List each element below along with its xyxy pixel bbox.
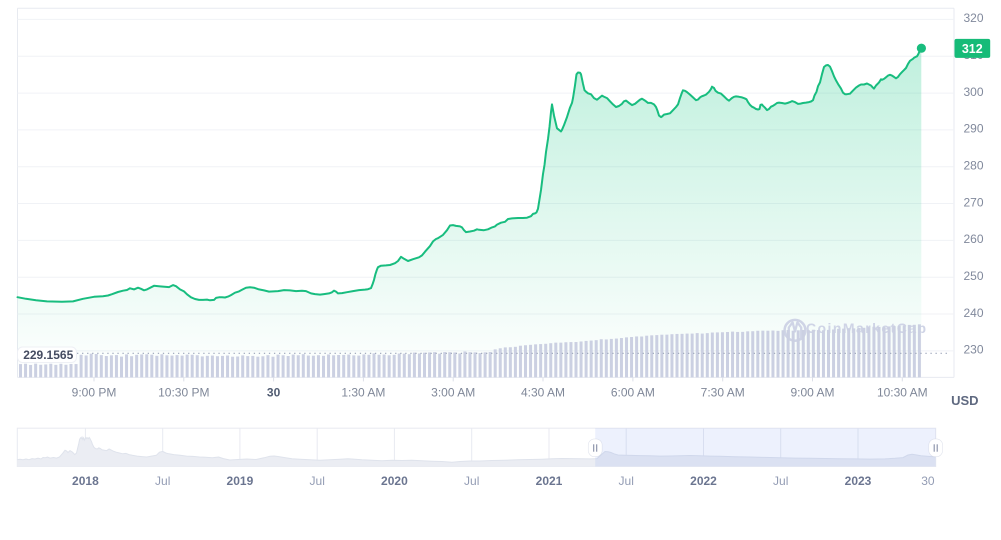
svg-text:10:30 AM: 10:30 AM (877, 386, 928, 400)
svg-text:CoinMarketCap: CoinMarketCap (806, 320, 928, 336)
svg-text:Jul: Jul (155, 474, 170, 488)
svg-text:Jul: Jul (310, 474, 325, 488)
svg-text:270: 270 (963, 195, 983, 209)
svg-text:260: 260 (963, 232, 983, 246)
svg-text:229.1565: 229.1565 (23, 348, 73, 362)
svg-text:2021: 2021 (536, 474, 563, 488)
svg-text:300: 300 (963, 85, 983, 99)
svg-text:Jul: Jul (464, 474, 479, 488)
svg-text:320: 320 (963, 11, 983, 25)
svg-text:Jul: Jul (619, 474, 634, 488)
svg-text:6:00 AM: 6:00 AM (611, 386, 655, 400)
svg-text:30: 30 (267, 386, 281, 400)
svg-text:1:30 AM: 1:30 AM (341, 386, 385, 400)
svg-text:2022: 2022 (690, 474, 717, 488)
svg-text:312: 312 (962, 42, 983, 56)
svg-text:2019: 2019 (227, 474, 254, 488)
svg-text:290: 290 (963, 122, 983, 136)
svg-text:10:30 PM: 10:30 PM (158, 386, 209, 400)
svg-text:230: 230 (963, 343, 983, 357)
svg-text:2023: 2023 (845, 474, 872, 488)
svg-text:9:00 AM: 9:00 AM (790, 386, 834, 400)
svg-text:USD: USD (951, 393, 978, 408)
svg-text:7:30 AM: 7:30 AM (701, 386, 745, 400)
svg-text:4:30 AM: 4:30 AM (521, 386, 565, 400)
svg-text:9:00 PM: 9:00 PM (72, 386, 117, 400)
svg-text:280: 280 (963, 159, 983, 173)
svg-text:2018: 2018 (72, 474, 99, 488)
svg-text:250: 250 (963, 269, 983, 283)
svg-text:2020: 2020 (381, 474, 408, 488)
svg-text:30: 30 (921, 474, 935, 488)
svg-text:240: 240 (963, 306, 983, 320)
svg-text:3:00 AM: 3:00 AM (431, 386, 475, 400)
svg-text:Jul: Jul (773, 474, 788, 488)
